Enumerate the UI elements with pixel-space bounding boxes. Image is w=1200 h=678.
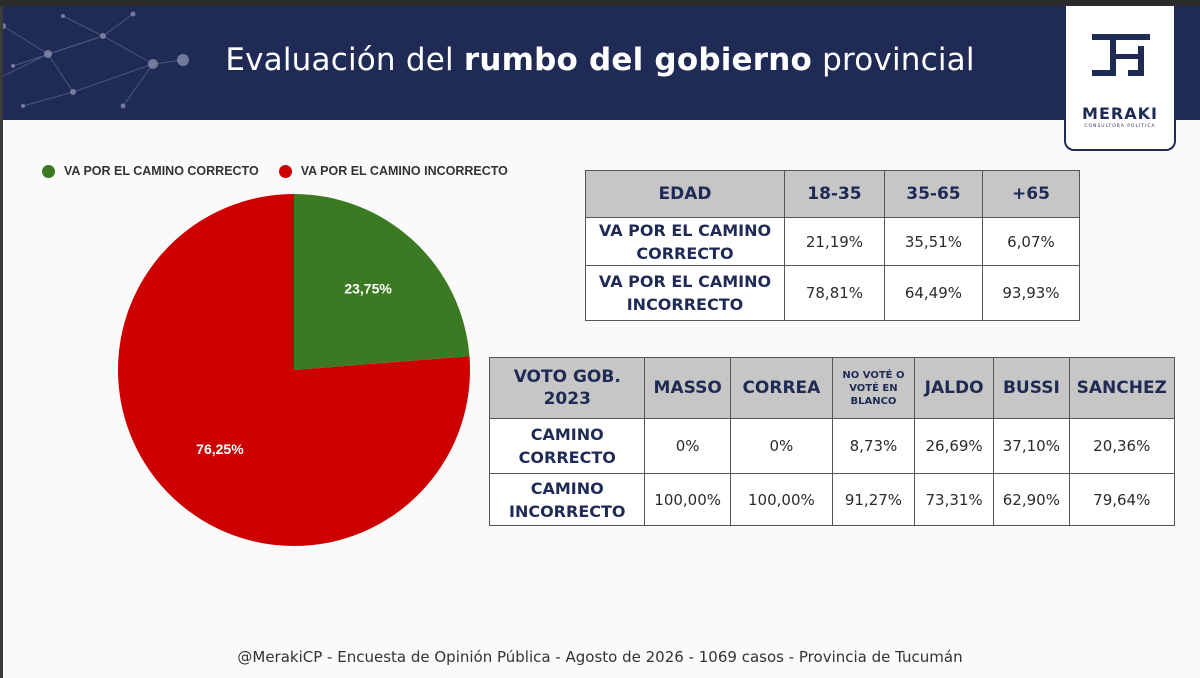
table-cell: 37,10%: [993, 418, 1070, 474]
table-cell: 0%: [729, 418, 833, 474]
table-edad-header: 18-35: [783, 170, 885, 218]
table-cell: 78,81%: [783, 265, 885, 321]
table-cell: 35,51%: [883, 217, 983, 266]
table-cell: 64,49%: [883, 265, 983, 321]
table-cell: 21,19%: [783, 217, 885, 266]
legend-label-incorrecto: VA POR EL CAMINO INCORRECTO: [300, 164, 508, 178]
chart-legend: VA POR EL CAMINO CORRECTO VA POR EL CAMI…: [42, 164, 528, 178]
legend-swatch-correcto: [42, 164, 55, 178]
table-voto-header-row: VOTO GOB. 2023 MASSO CORREA NO VOTÉ O VOTÉ…: [488, 357, 1176, 419]
table-cell: 62,90%: [993, 473, 1070, 526]
table-edad-header: EDAD: [585, 170, 785, 218]
table-cell: 6,07%: [981, 217, 1081, 266]
table-cell: 79,64%: [1068, 473, 1176, 526]
footer-source: @MerakiCP - Encuesta de Opinión Pública …: [237, 648, 963, 666]
table-cell: 0%: [644, 418, 731, 474]
page-title: Evaluación del rumbo del gobierno provin…: [225, 42, 975, 78]
pie-slice-incorrecto: [118, 194, 470, 546]
table-cell: 91,27%: [831, 473, 915, 526]
logo-subtext: CONSULTORA POLÍTICA: [1084, 124, 1156, 129]
pie-label-correcto: 23,75%: [344, 281, 392, 297]
row-label: VA POR EL CAMINO INCORRECTO: [585, 265, 785, 321]
table-cell: 20,36%: [1068, 418, 1176, 474]
table-cell: 8,73%: [831, 418, 915, 474]
table-row: CAMINO INCORRECTO 100,00% 100,00% 91,27% …: [488, 473, 1176, 526]
table-voto-header: BUSSI: [993, 357, 1070, 419]
window-left-border: [0, 6, 3, 678]
table-voto-header: SANCHEZ: [1068, 357, 1176, 419]
table-edad-header: 35-65: [883, 170, 983, 218]
network-decoration: [3, 11, 189, 109]
table-voto-header: VOTO GOB. 2023: [488, 357, 646, 419]
window-top-strip: [0, 0, 1200, 6]
table-edad-header: +65: [981, 170, 1081, 218]
legend-item-incorrecto: VA POR EL CAMINO INCORRECTO: [278, 164, 508, 178]
table-row: VA POR EL CAMINO INCORRECTO 78,81% 64,49%…: [585, 265, 1081, 321]
table-voto-header: JALDO: [913, 357, 995, 419]
legend-item-correcto: VA POR EL CAMINO CORRECTO: [42, 164, 259, 178]
row-label: CAMINO CORRECTO: [488, 418, 646, 474]
table-cell: 73,31%: [913, 473, 995, 526]
table-cell: 100,00%: [644, 473, 731, 526]
legend-swatch-incorrecto: [278, 164, 292, 178]
row-label: CAMINO INCORRECTO: [488, 473, 646, 526]
table-cell: 26,69%: [913, 418, 995, 474]
table-edad: EDAD 18-35 35-65 +65 VA POR EL CAMINO COR…: [585, 170, 1081, 321]
table-row: VA POR EL CAMINO CORRECTO 21,19% 35,51% 6…: [585, 217, 1081, 266]
pie-chart: 23,75% 76,25%: [118, 194, 470, 546]
table-voto-header: CORREA: [729, 357, 833, 419]
pie-slice-correcto: [294, 194, 470, 370]
pie-label-incorrecto: 76,25%: [196, 441, 244, 457]
table-voto-header: MASSO: [644, 357, 731, 419]
table-edad-header-row: EDAD 18-35 35-65 +65: [585, 170, 1081, 218]
row-label: VA POR EL CAMINO CORRECTO: [585, 217, 785, 266]
meraki-logo-mark: [1092, 34, 1150, 76]
header-banner: [3, 6, 1200, 120]
table-cell: 93,93%: [981, 265, 1081, 321]
legend-label-correcto: VA POR EL CAMINO CORRECTO: [64, 164, 259, 178]
logo-text: MERAKI: [1082, 104, 1158, 123]
table-voto: VOTO GOB. 2023 MASSO CORREA NO VOTÉ O VOTÉ…: [488, 357, 1176, 526]
meraki-logo: MERAKI CONSULTORA POLÍTICA: [1064, 6, 1176, 151]
table-row: CAMINO CORRECTO 0% 0% 8,73% 26,69% 37,10%…: [488, 418, 1176, 474]
table-voto-header: NO VOTÉ O VOTÉ EN BLANCO: [831, 357, 915, 419]
table-cell: 100,00%: [729, 473, 833, 526]
